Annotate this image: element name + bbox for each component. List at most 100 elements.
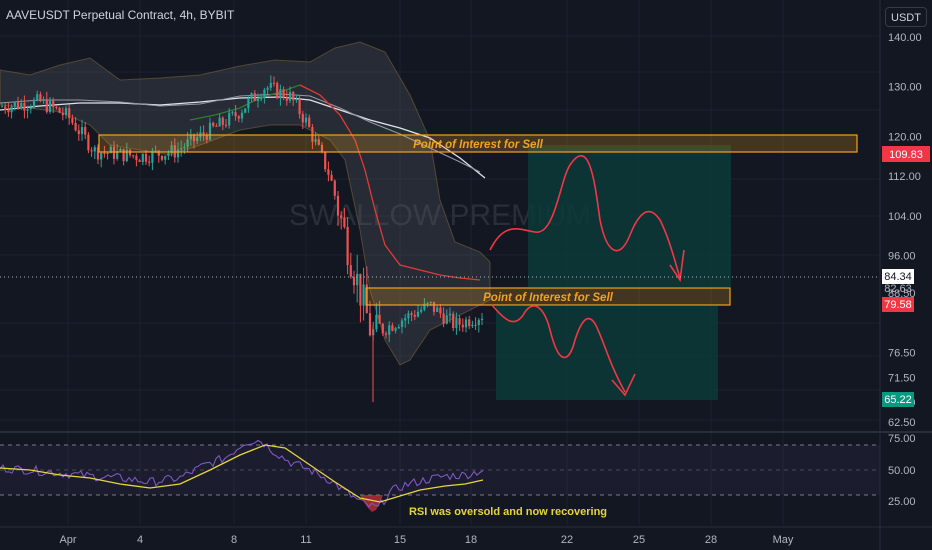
candle-body xyxy=(352,276,356,286)
poi-sell-lower[interactable] xyxy=(365,287,731,306)
candle-body xyxy=(461,324,464,328)
candle-body xyxy=(228,112,231,126)
candle-body xyxy=(20,102,23,109)
price-tick: 76.50 xyxy=(888,347,916,359)
candle-body xyxy=(378,314,381,324)
candle-body xyxy=(77,130,80,135)
candle-body xyxy=(276,83,279,99)
candle-body xyxy=(455,318,458,329)
candle-body xyxy=(423,303,426,310)
candle-body xyxy=(180,148,183,150)
rsi-line xyxy=(0,439,484,508)
candle-body xyxy=(186,139,189,148)
candle-body xyxy=(333,180,336,196)
candle-body xyxy=(132,155,135,157)
candle-body xyxy=(26,109,29,111)
candle-body xyxy=(61,112,64,116)
time-tick: 25 xyxy=(633,534,645,546)
candle-body xyxy=(413,314,416,317)
projection-arrow-lower xyxy=(611,373,636,397)
candle-body xyxy=(416,311,420,317)
candle-body xyxy=(68,108,71,119)
candle-body xyxy=(480,318,484,320)
candle-body xyxy=(90,150,93,152)
candle-body xyxy=(141,153,144,162)
candle-body xyxy=(116,151,119,159)
time-tick: Apr xyxy=(59,534,76,546)
candle-body xyxy=(13,102,16,107)
rsi-tick: 50.00 xyxy=(888,465,916,477)
candle-body xyxy=(87,134,90,151)
candle-body xyxy=(263,89,266,98)
candle-body xyxy=(391,325,394,331)
candle-body xyxy=(231,112,234,114)
candle-body xyxy=(160,155,164,160)
poi-sell-lower-label: Point of Interest for Sell xyxy=(483,292,614,304)
price-label-current-partial: 82.63 xyxy=(884,283,912,295)
currency-button[interactable]: USDT xyxy=(885,7,927,27)
candle-body xyxy=(288,91,292,101)
candle-body xyxy=(109,146,112,154)
candle-body xyxy=(388,325,391,335)
candle-body xyxy=(16,102,20,109)
candle-body xyxy=(349,265,352,277)
candle-body xyxy=(448,313,452,316)
candle-body xyxy=(215,125,218,127)
candle-body xyxy=(144,153,148,162)
candle-body xyxy=(55,106,58,108)
candle-body xyxy=(138,160,141,162)
candle-body xyxy=(84,127,87,135)
candle-body xyxy=(282,89,285,98)
candle-body xyxy=(52,100,55,107)
candle-body xyxy=(151,150,154,163)
candle-body xyxy=(125,149,128,162)
candle-body xyxy=(240,112,244,119)
price-tick: 104.00 xyxy=(888,211,922,223)
candle-body xyxy=(250,93,253,99)
candle-body xyxy=(221,117,224,125)
candle-body xyxy=(308,117,311,127)
candle-body xyxy=(464,319,468,328)
candle-body xyxy=(394,328,397,331)
candle-body xyxy=(295,99,298,101)
candle-body xyxy=(320,144,324,152)
candle-body xyxy=(74,122,77,131)
time-tick: 11 xyxy=(300,534,311,546)
candle-body xyxy=(298,99,301,115)
price-label-target-bg xyxy=(882,392,914,407)
candle-body xyxy=(330,174,333,181)
candle-body xyxy=(272,82,276,84)
candle-body xyxy=(301,114,304,123)
candle-body xyxy=(471,324,474,327)
target-zone-upper xyxy=(528,145,731,287)
poi-sell-upper[interactable] xyxy=(98,134,858,153)
price-axis[interactable]: 140.00 130.00 120.00 112.00 104.00 96.00 88.50… xyxy=(888,32,922,429)
ma-red xyxy=(299,84,481,281)
candle-body xyxy=(426,302,429,304)
time-tick: May xyxy=(773,534,794,546)
time-tick: 18 xyxy=(465,534,477,546)
candle-body xyxy=(135,155,138,161)
candle-body xyxy=(71,118,74,123)
candle-body xyxy=(164,155,167,160)
time-axis[interactable]: Apr 4 8 11 15 18 22 25 28 May xyxy=(59,534,793,546)
candle-body xyxy=(173,145,176,158)
candle-body xyxy=(436,307,439,312)
candle-body xyxy=(122,148,125,162)
candle-body xyxy=(103,152,106,154)
price-label-stop-bg xyxy=(882,146,930,162)
candle-body xyxy=(404,318,407,321)
candle-body xyxy=(189,134,192,140)
candle-body xyxy=(10,106,13,113)
price-candles[interactable] xyxy=(0,75,484,403)
candle-body xyxy=(32,99,36,108)
time-tick: 22 xyxy=(561,534,573,546)
poi-sell-upper-label: Point of Interest for Sell xyxy=(413,139,544,151)
candle-body xyxy=(45,99,48,112)
time-tick: 28 xyxy=(705,534,717,546)
candle-body xyxy=(39,94,42,102)
rsi-axis[interactable]: 75.00 50.00 25.00 xyxy=(888,433,916,508)
candle-body xyxy=(407,313,410,319)
candle-body xyxy=(244,108,247,113)
